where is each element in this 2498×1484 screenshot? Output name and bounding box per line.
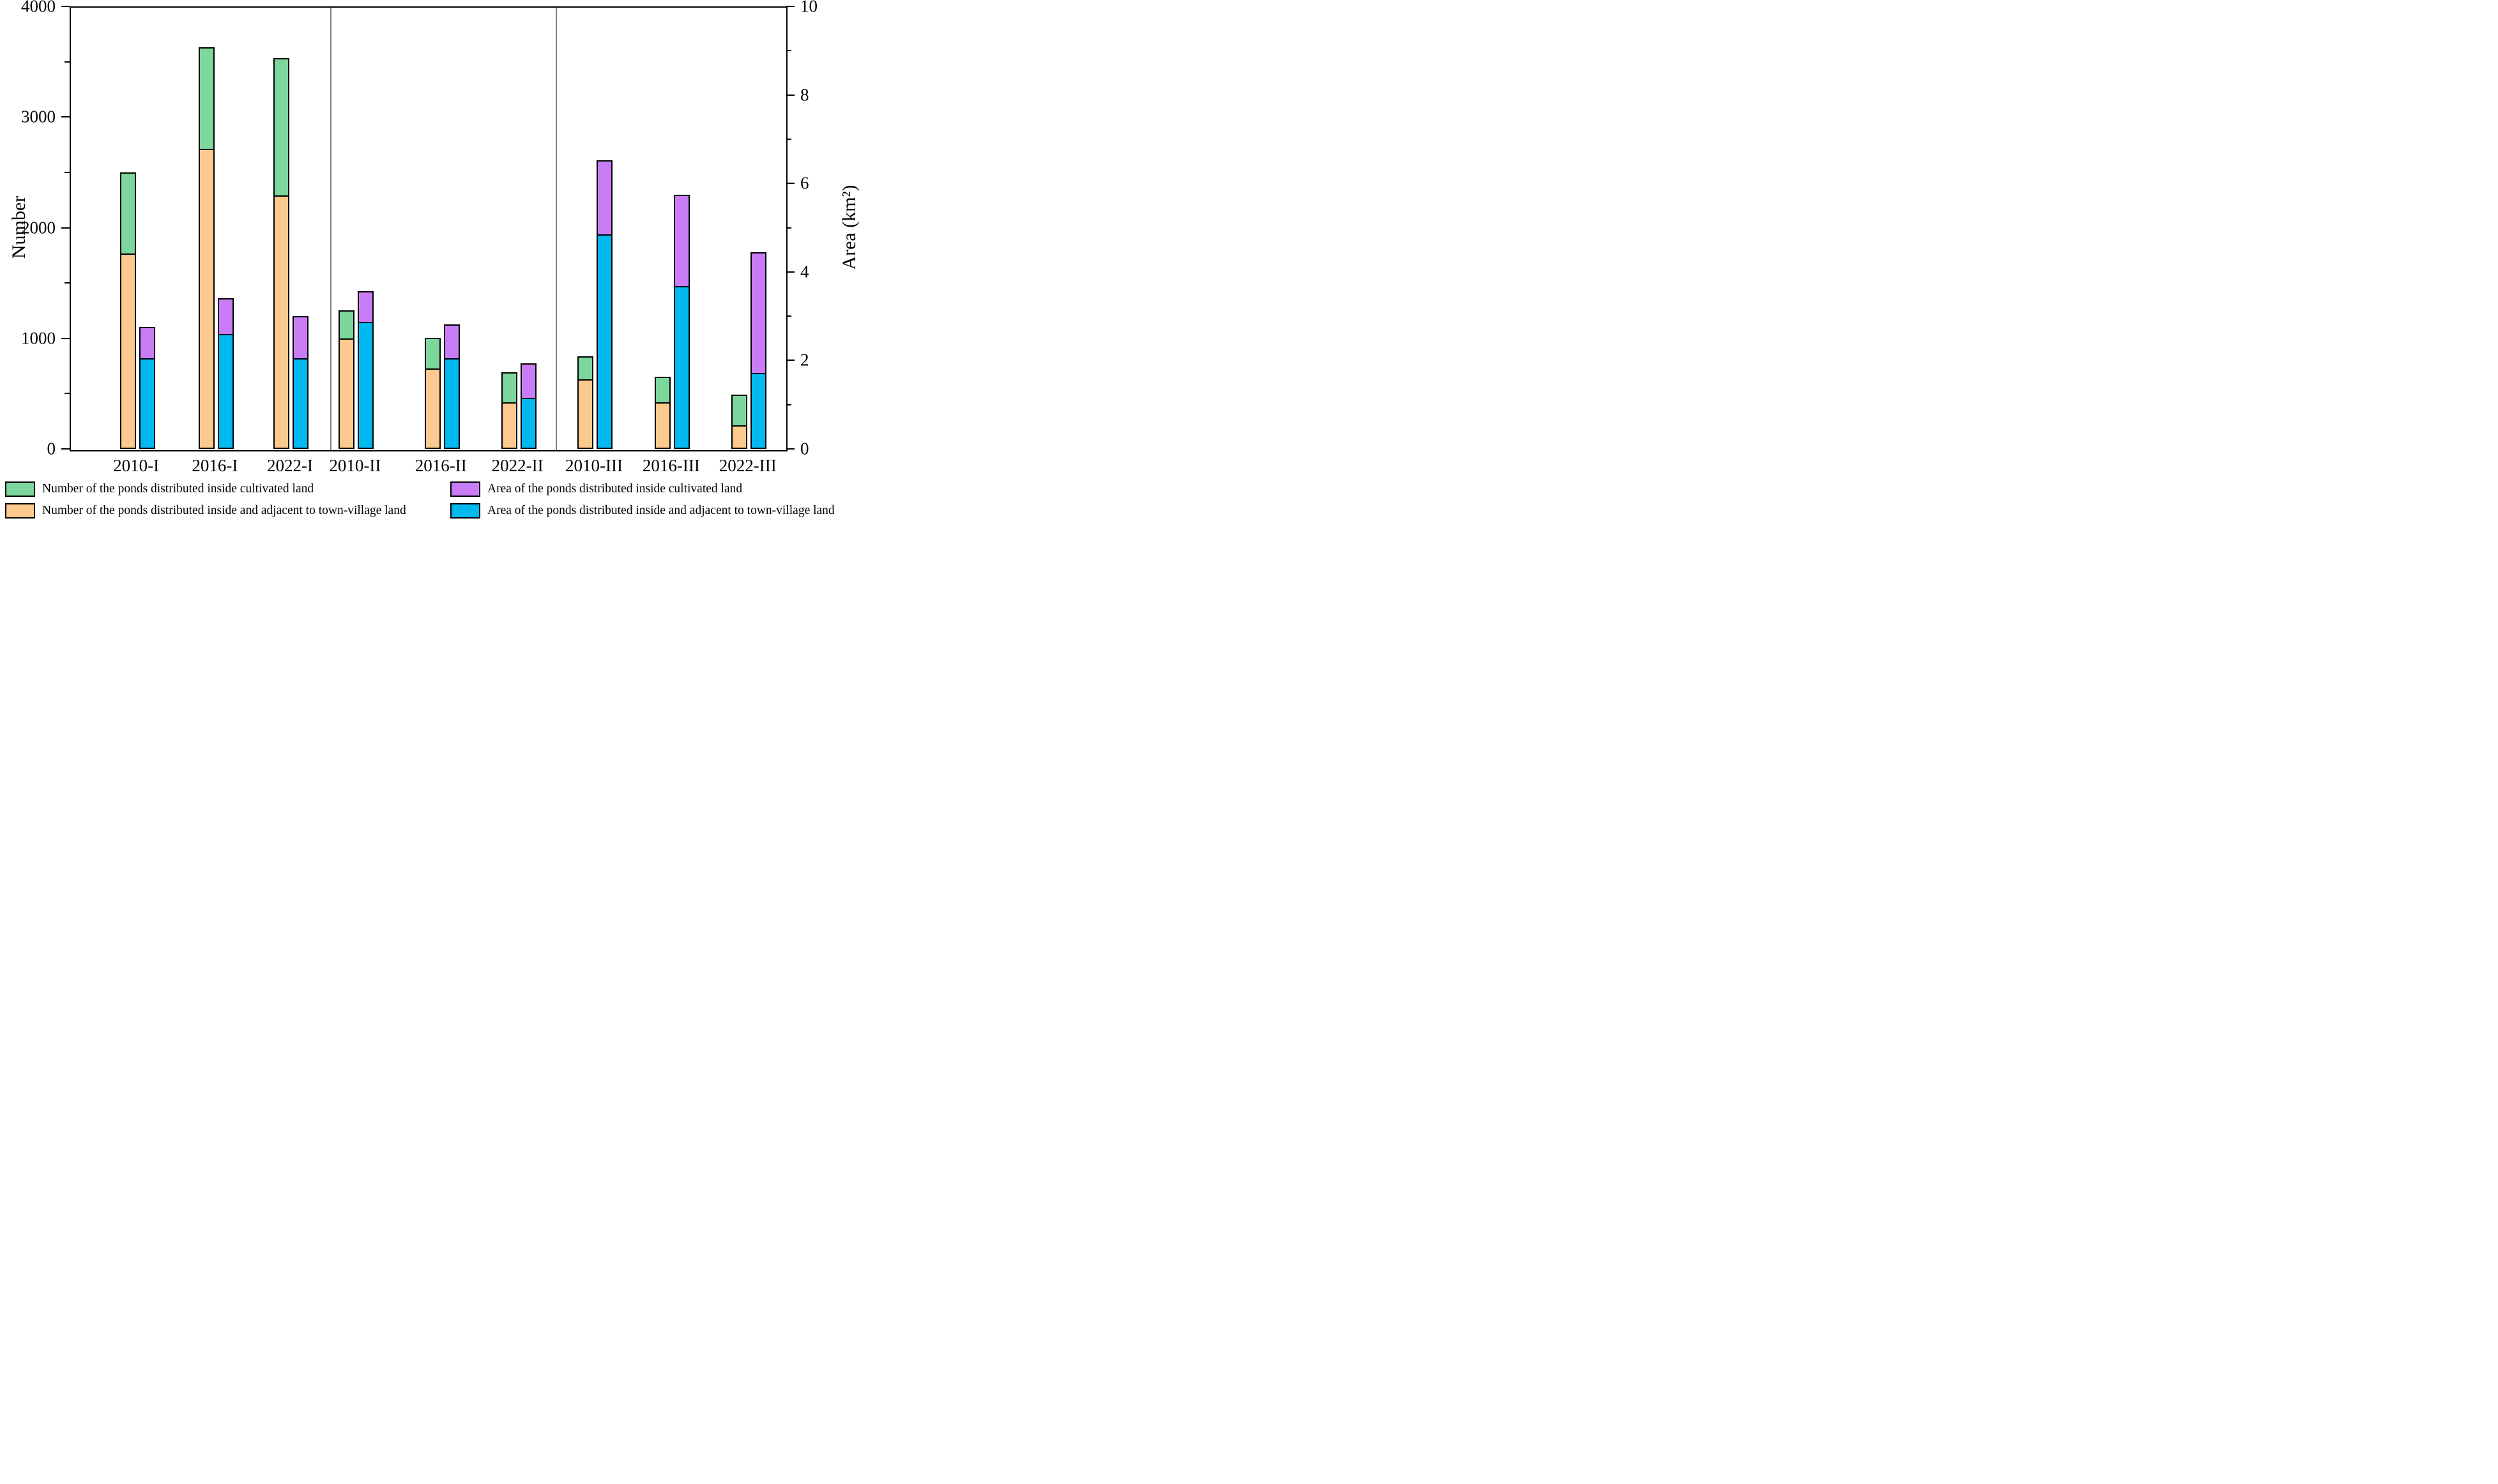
right-axis-minor-tick	[786, 138, 791, 140]
bar-number-cultivated-2022-III	[731, 394, 748, 427]
right-axis-tick-label: 10	[800, 0, 818, 16]
right-axis-tick-label: 8	[800, 85, 809, 105]
dual-axis-stacked-bar-chart: Number Area (km²) 0 1000 2000 3000 4000 0 2 4 6 8…	[0, 0, 881, 524]
bar-area-cultivated-2010-I	[139, 327, 155, 360]
bar-area-cultivated-2016-II	[443, 324, 460, 360]
left-axis-major-tick	[61, 6, 70, 7]
left-axis-minor-tick	[65, 393, 70, 395]
x-axis-label-2022-I: 2022-I	[266, 456, 313, 475]
right-axis-tick-label: 2	[800, 350, 809, 370]
group-separator	[330, 8, 331, 450]
bar-number-cultivated-2016-I	[198, 47, 215, 151]
right-axis-title: Area (km²)	[839, 185, 860, 270]
bar-area-cultivated-2016-III	[674, 194, 690, 287]
bar-number-town-village-2016-I	[198, 149, 215, 449]
group-separator	[556, 8, 558, 450]
bar-area-cultivated-2022-II	[520, 363, 537, 399]
bar-area-town-village-2010-III	[597, 234, 613, 449]
left-axis-tick-label: 1000	[21, 328, 56, 348]
left-axis-minor-tick	[65, 282, 70, 284]
x-axis-label-2022-III: 2022-III	[719, 456, 777, 475]
x-axis-label-2016-I: 2016-I	[192, 456, 238, 475]
bar-number-town-village-2010-I	[119, 254, 136, 449]
left-axis-tick-label: 4000	[21, 0, 56, 16]
right-axis-minor-tick	[786, 404, 791, 405]
bar-number-town-village-2016-III	[655, 402, 671, 449]
bar-number-town-village-2022-II	[501, 402, 517, 449]
bar-number-cultivated-2010-III	[577, 356, 594, 381]
bar-area-town-village-2016-I	[217, 333, 234, 449]
left-axis-minor-tick	[65, 61, 70, 63]
bar-area-cultivated-2016-I	[217, 298, 234, 335]
legend-label: Area of the ponds distributed inside cul…	[487, 482, 743, 496]
bar-area-town-village-2016-III	[674, 285, 690, 449]
plot-area	[70, 6, 788, 451]
legend-swatch-purple	[450, 481, 480, 497]
x-axis-label-2016-III: 2016-III	[642, 456, 700, 475]
x-axis-label-2010-I: 2010-I	[113, 456, 160, 475]
legend-label: Number of the ponds distributed inside a…	[42, 504, 406, 517]
right-axis-tick-label: 4	[800, 262, 809, 282]
bar-number-town-village-2022-III	[731, 425, 748, 449]
legend-swatch-green	[5, 481, 35, 497]
right-axis-tick-label: 6	[800, 173, 809, 193]
bar-number-cultivated-2010-I	[119, 172, 136, 255]
bar-area-cultivated-2010-II	[358, 291, 374, 324]
bar-area-town-village-2016-II	[443, 358, 460, 449]
left-axis-major-tick	[61, 337, 70, 339]
right-axis-minor-tick	[786, 50, 791, 52]
bar-number-cultivated-2016-II	[424, 337, 441, 370]
bar-area-cultivated-2022-III	[750, 252, 767, 375]
right-axis-major-tick	[786, 448, 795, 450]
bar-number-town-village-2016-II	[424, 368, 441, 449]
bar-area-town-village-2022-I	[293, 358, 309, 449]
x-axis-label-2022-II: 2022-II	[491, 456, 544, 475]
right-axis-minor-tick	[786, 227, 791, 229]
right-axis-major-tick	[786, 360, 795, 361]
legend-label: Area of the ponds distributed inside and…	[487, 504, 835, 517]
bar-area-town-village-2010-I	[139, 358, 155, 449]
bar-number-cultivated-2010-II	[339, 310, 355, 340]
legend: Number of the ponds distributed inside c…	[0, 475, 881, 524]
bar-number-cultivated-2022-I	[273, 57, 290, 197]
bar-area-town-village-2022-II	[520, 397, 537, 449]
left-axis-tick-label: 3000	[21, 107, 56, 126]
right-axis-minor-tick	[786, 315, 791, 317]
x-axis-label-2010-II: 2010-II	[329, 456, 381, 475]
right-axis-major-tick	[786, 94, 795, 96]
right-axis-major-tick	[786, 6, 795, 7]
legend-label: Number of the ponds distributed inside c…	[42, 482, 314, 496]
x-axis-label-2010-III: 2010-III	[565, 456, 623, 475]
right-axis-tick-label: 0	[800, 439, 809, 458]
left-axis-tick-label: 2000	[21, 218, 56, 237]
legend-swatch-blue	[450, 503, 480, 519]
bar-number-town-village-2010-III	[577, 379, 594, 449]
bar-area-town-village-2022-III	[750, 373, 767, 449]
right-axis-major-tick	[786, 183, 795, 185]
bar-number-cultivated-2016-III	[655, 377, 671, 404]
x-axis-label-2016-II: 2016-II	[415, 456, 467, 475]
left-axis-major-tick	[61, 448, 70, 450]
bar-area-town-village-2010-II	[358, 322, 374, 449]
bar-number-cultivated-2022-II	[501, 372, 517, 404]
right-axis-major-tick	[786, 271, 795, 273]
left-axis-major-tick	[61, 116, 70, 118]
bar-number-town-village-2022-I	[273, 195, 290, 449]
left-axis-minor-tick	[65, 171, 70, 173]
left-axis-tick-label: 0	[47, 439, 56, 458]
bar-number-town-village-2010-II	[339, 338, 355, 449]
legend-swatch-orange	[5, 503, 35, 519]
left-axis-major-tick	[61, 227, 70, 229]
bar-area-cultivated-2010-III	[597, 160, 613, 236]
bar-area-cultivated-2022-I	[293, 316, 309, 360]
